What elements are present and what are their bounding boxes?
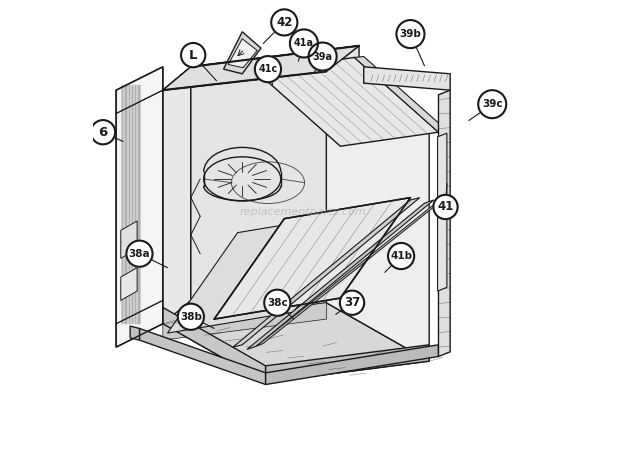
Circle shape xyxy=(290,30,318,57)
Polygon shape xyxy=(163,303,326,340)
Circle shape xyxy=(255,56,281,82)
Polygon shape xyxy=(130,326,140,340)
Circle shape xyxy=(478,90,507,118)
Text: 6: 6 xyxy=(99,125,108,139)
Circle shape xyxy=(264,290,290,316)
Circle shape xyxy=(388,243,414,269)
Polygon shape xyxy=(326,71,429,361)
Polygon shape xyxy=(224,32,261,74)
Polygon shape xyxy=(121,221,137,258)
Text: replacementparts.com: replacementparts.com xyxy=(239,207,366,217)
Circle shape xyxy=(178,304,204,330)
Circle shape xyxy=(396,20,425,48)
Circle shape xyxy=(91,120,115,144)
Text: 39a: 39a xyxy=(312,52,332,62)
Polygon shape xyxy=(163,46,359,90)
Text: 42: 42 xyxy=(276,16,293,29)
Circle shape xyxy=(433,195,458,219)
Text: 41: 41 xyxy=(437,201,454,213)
Text: L: L xyxy=(189,48,197,62)
Polygon shape xyxy=(256,201,441,346)
Polygon shape xyxy=(233,197,420,347)
Polygon shape xyxy=(121,268,137,300)
Text: 38b: 38b xyxy=(180,312,202,322)
Polygon shape xyxy=(247,200,434,350)
Circle shape xyxy=(340,290,364,315)
Polygon shape xyxy=(140,329,265,384)
Text: 39b: 39b xyxy=(399,29,422,39)
Polygon shape xyxy=(116,67,163,347)
Polygon shape xyxy=(163,67,191,324)
Polygon shape xyxy=(163,307,265,382)
Circle shape xyxy=(309,42,337,70)
Circle shape xyxy=(271,9,298,36)
Circle shape xyxy=(126,241,153,267)
Polygon shape xyxy=(265,345,438,384)
Circle shape xyxy=(181,43,205,67)
Text: 41a: 41a xyxy=(294,39,314,48)
Text: 38a: 38a xyxy=(129,249,150,259)
Text: 38c: 38c xyxy=(267,298,288,308)
Polygon shape xyxy=(215,197,410,319)
Text: 41c: 41c xyxy=(259,64,278,74)
Polygon shape xyxy=(228,39,257,68)
Polygon shape xyxy=(191,46,359,300)
Polygon shape xyxy=(265,345,429,382)
Text: 41b: 41b xyxy=(390,251,412,261)
Polygon shape xyxy=(256,57,438,146)
Text: 39c: 39c xyxy=(482,99,503,109)
Polygon shape xyxy=(364,67,450,90)
Polygon shape xyxy=(438,133,447,291)
Polygon shape xyxy=(163,303,429,382)
Polygon shape xyxy=(167,212,364,333)
Polygon shape xyxy=(438,90,450,356)
Polygon shape xyxy=(355,56,448,132)
Text: 37: 37 xyxy=(344,296,360,309)
Polygon shape xyxy=(163,46,359,90)
